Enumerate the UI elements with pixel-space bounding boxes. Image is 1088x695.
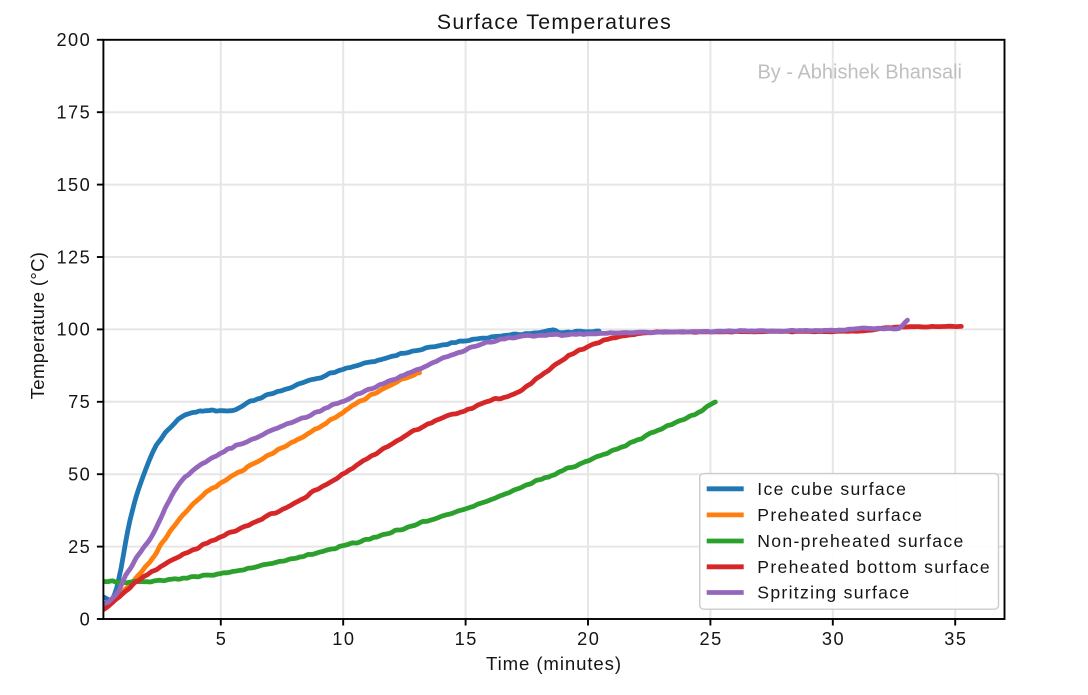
svg-text:175: 175 — [56, 103, 91, 123]
svg-text:Preheated surface: Preheated surface — [757, 505, 923, 525]
svg-text:Non-preheated surface: Non-preheated surface — [757, 531, 964, 551]
svg-text:Temperature (°C): Temperature (°C) — [27, 252, 48, 400]
svg-text:20: 20 — [577, 629, 600, 649]
svg-text:Spritzing surface: Spritzing surface — [757, 583, 910, 603]
svg-text:25: 25 — [699, 629, 722, 649]
svg-text:Time (minutes): Time (minutes) — [486, 653, 622, 674]
svg-text:30: 30 — [822, 629, 845, 649]
svg-text:150: 150 — [56, 175, 91, 195]
svg-text:By - Abhishek Bhansali: By - Abhishek Bhansali — [757, 62, 962, 84]
svg-text:Ice cube surface: Ice cube surface — [757, 479, 907, 499]
svg-text:75: 75 — [68, 392, 91, 412]
svg-text:200: 200 — [56, 30, 91, 50]
svg-text:0: 0 — [80, 609, 92, 629]
svg-text:50: 50 — [68, 465, 91, 485]
svg-text:Preheated bottom surface: Preheated bottom surface — [757, 557, 991, 577]
svg-text:25: 25 — [68, 537, 91, 557]
svg-text:10: 10 — [332, 629, 355, 649]
svg-text:100: 100 — [56, 320, 91, 340]
svg-text:125: 125 — [56, 247, 91, 267]
svg-text:35: 35 — [944, 629, 967, 649]
svg-text:5: 5 — [216, 629, 228, 649]
svg-text:Surface Temperatures: Surface Temperatures — [437, 10, 672, 34]
svg-text:15: 15 — [455, 629, 478, 649]
